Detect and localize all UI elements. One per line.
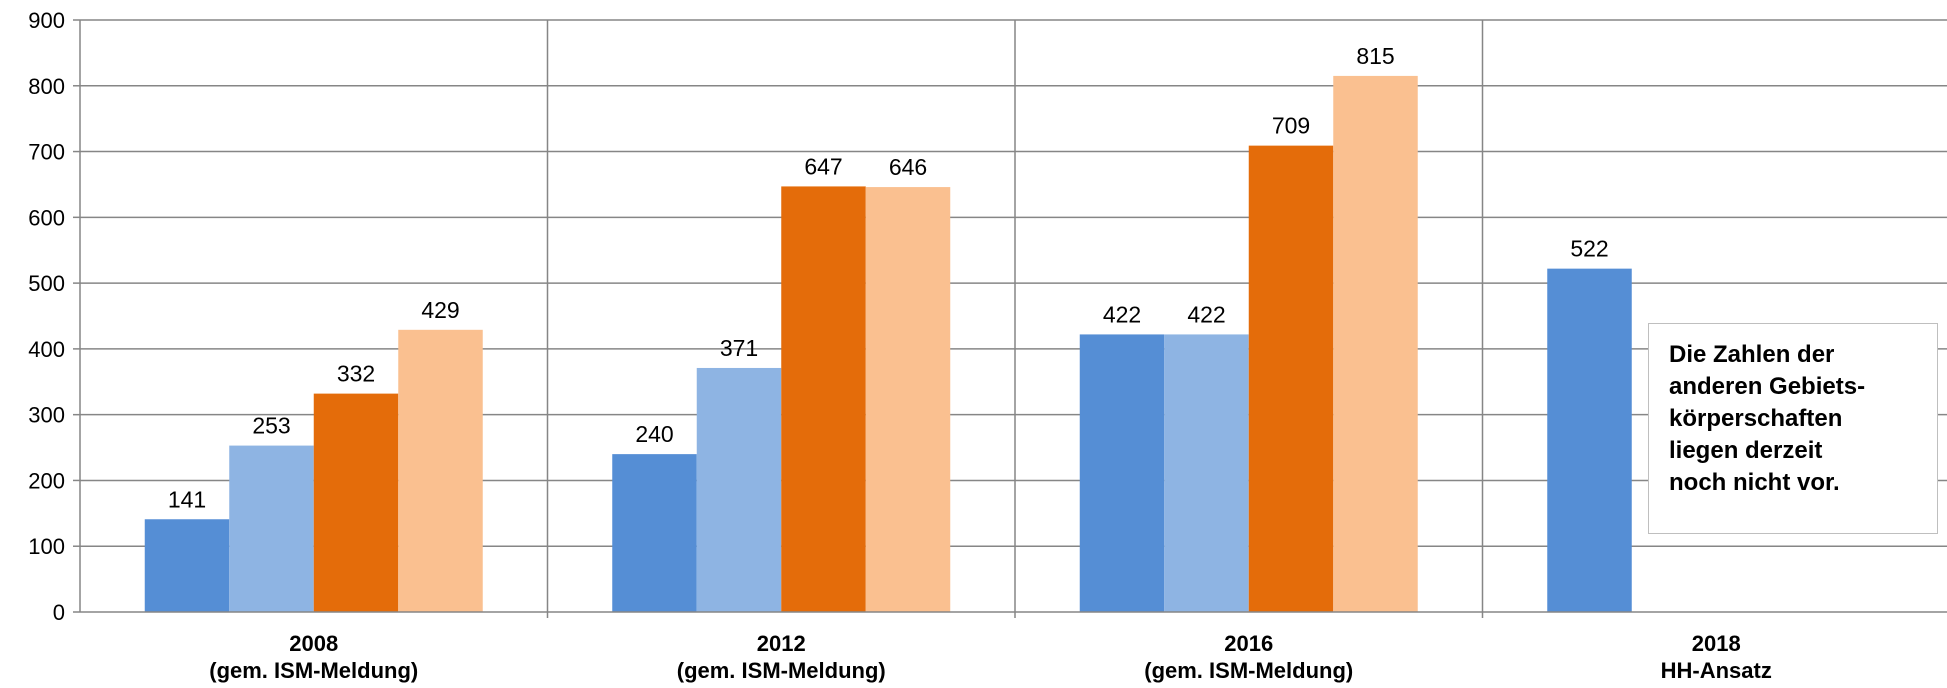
bar [144, 519, 230, 612]
x-category-label: 2012 [757, 631, 806, 656]
data-label: 141 [168, 486, 206, 512]
bar [1248, 145, 1334, 612]
y-tick-label: 100 [28, 534, 65, 559]
data-label: 332 [337, 361, 375, 387]
annotation-line: noch nicht vor. [1669, 469, 1840, 496]
x-category-label: (gem. ISM-Meldung) [1144, 658, 1353, 683]
x-category-labels: 2008(gem. ISM-Meldung)2012(gem. ISM-Meld… [209, 631, 1772, 683]
bar [1164, 334, 1249, 612]
data-label: 815 [1356, 43, 1394, 69]
y-tick-label: 200 [28, 468, 65, 493]
data-label: 240 [635, 421, 673, 447]
annotation-line: körperschaften [1669, 405, 1843, 432]
axes [73, 19, 1947, 613]
bar [1547, 268, 1632, 612]
bar [1079, 334, 1165, 612]
data-label: 709 [1272, 113, 1310, 139]
bar [781, 186, 866, 612]
data-label: 429 [421, 297, 459, 323]
data-label: 647 [804, 153, 842, 179]
x-category-label: (gem. ISM-Meldung) [209, 658, 418, 683]
bar [696, 367, 782, 612]
y-tick-label: 700 [28, 140, 65, 165]
y-tick-labels: 0 100 200 300 400 500 600 700 800 900 [28, 8, 65, 625]
y-tick-label: 0 [53, 600, 65, 625]
data-label: 371 [720, 335, 758, 361]
x-category-label: (gem. ISM-Meldung) [677, 658, 886, 683]
y-tick-label: 400 [28, 337, 65, 362]
data-label: 522 [1570, 236, 1608, 262]
x-category-label: 2016 [1224, 631, 1273, 656]
y-tick-label: 600 [28, 205, 65, 230]
y-tick-label: 500 [28, 271, 65, 296]
annotation-line: liegen derzeit [1669, 437, 1823, 464]
bar [229, 445, 314, 612]
bar [398, 329, 483, 612]
x-category-label: 2008 [289, 631, 338, 656]
x-category-label: 2018 [1692, 631, 1741, 656]
data-labels: 141 253 332 429 240 371 647 646 422 422 709 815 522 [168, 43, 1609, 512]
bar [612, 454, 697, 612]
annotation-line: anderen Gebiets- [1669, 373, 1866, 400]
data-label: 646 [889, 154, 927, 180]
data-label: 253 [252, 413, 290, 439]
x-category-label: HH-Ansatz [1661, 658, 1772, 683]
annotation-line: Die Zahlen der [1669, 341, 1835, 368]
bar [1333, 75, 1418, 612]
annotation-box: Die Zahlen der anderen Gebiets- körpersc… [1648, 323, 1938, 534]
bar [313, 393, 399, 612]
bars [144, 75, 1632, 612]
y-tick-label: 300 [28, 403, 65, 428]
bar [865, 187, 951, 612]
data-label: 422 [1103, 301, 1141, 327]
data-label: 422 [1187, 301, 1225, 327]
y-tick-label: 800 [28, 74, 65, 99]
y-tick-label: 900 [28, 8, 65, 33]
